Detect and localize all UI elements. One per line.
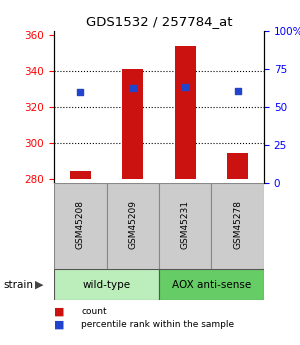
Bar — [159, 269, 264, 300]
Point — [78, 89, 83, 94]
Text: percentile rank within the sample: percentile rank within the sample — [81, 320, 234, 329]
Text: ■: ■ — [54, 306, 64, 316]
Text: GSM45209: GSM45209 — [128, 200, 137, 249]
Bar — [175, 46, 196, 179]
Text: GSM45208: GSM45208 — [76, 200, 85, 249]
Text: GSM45278: GSM45278 — [233, 200, 242, 249]
Bar — [227, 153, 248, 179]
Text: strain: strain — [3, 280, 33, 289]
Point — [183, 84, 188, 90]
Bar — [159, 183, 211, 269]
Text: ▶: ▶ — [34, 280, 43, 289]
Text: ■: ■ — [54, 319, 64, 329]
Title: GDS1532 / 257784_at: GDS1532 / 257784_at — [86, 16, 232, 29]
Text: wild-type: wild-type — [82, 280, 130, 289]
Bar — [106, 183, 159, 269]
Bar — [212, 183, 264, 269]
Point — [130, 85, 135, 91]
Bar — [54, 183, 106, 269]
Text: count: count — [81, 307, 106, 316]
Bar — [70, 171, 91, 179]
Point — [235, 88, 240, 93]
Text: GSM45231: GSM45231 — [181, 200, 190, 249]
Bar — [54, 269, 159, 300]
Bar — [122, 69, 143, 179]
Text: AOX anti-sense: AOX anti-sense — [172, 280, 251, 289]
